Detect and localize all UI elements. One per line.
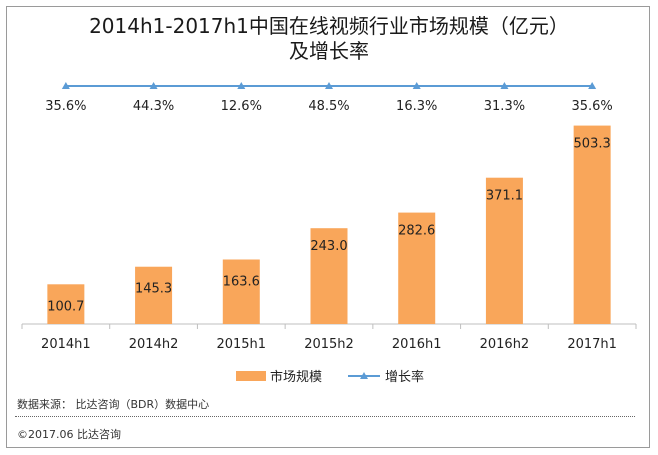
legend-bar-label: 市场规模 [270, 369, 322, 385]
legend-bar-swatch [236, 371, 266, 381]
legend-line-marker [360, 372, 368, 379]
bar-value-label-2014h1: 100.7 [47, 299, 84, 314]
bar-value-label-2014h2: 145.3 [135, 282, 172, 297]
x-tick-label-2017h1: 2017h1 [567, 337, 617, 352]
bar-2017h1 [573, 125, 611, 325]
growth-rate-label-2016h2: 31.3% [484, 99, 525, 114]
growth-rate-label-2014h2: 44.3% [133, 99, 174, 114]
bar-2016h2 [485, 177, 523, 324]
growth-rate-point-2015h1 [237, 82, 246, 89]
growth-rate-label-2014h1: 35.6% [45, 99, 86, 114]
chart-frame [6, 6, 650, 448]
bar-value-label-2016h2: 371.1 [486, 189, 523, 204]
growth-rate-label-2017h1: 35.6% [571, 99, 612, 114]
growth-rate-point-2014h1 [61, 82, 70, 89]
bar-value-label-2015h1: 163.6 [223, 275, 260, 290]
chart-title: 2014h1-2017h1中国在线视频行业市场规模（亿元） 及增长率 [0, 14, 658, 64]
chart-title-line2: 及增长率 [289, 39, 369, 63]
x-tick-label-2014h1: 2014h1 [41, 337, 91, 352]
x-tick-label-2016h2: 2016h2 [480, 337, 530, 352]
data-source-note: 数据来源： 比达咨询（BDR）数据中心 [17, 398, 210, 411]
x-tick-label-2015h1: 2015h1 [216, 337, 266, 352]
growth-rate-point-2016h2 [500, 82, 509, 89]
chart-title-line1: 2014h1-2017h1中国在线视频行业市场规模（亿元） [89, 14, 569, 38]
growth-rate-label-2016h1: 16.3% [396, 99, 437, 114]
x-tick-label-2016h1: 2016h1 [392, 337, 442, 352]
growth-rate-point-2014h2 [149, 82, 158, 89]
growth-rate-point-2015h2 [325, 82, 333, 89]
footer-divider [15, 416, 635, 417]
copyright-note: ©2017.06 比达咨询 [17, 428, 121, 441]
bar-value-label-2016h1: 282.6 [398, 224, 435, 239]
x-tick-label-2014h2: 2014h2 [129, 337, 179, 352]
bar-2015h2 [310, 228, 348, 324]
bar-2015h1 [222, 259, 260, 324]
growth-rate-label-2015h2: 48.5% [308, 99, 349, 114]
bar-value-label-2017h1: 503.3 [574, 137, 611, 152]
legend-line-label: 增长率 [385, 369, 424, 385]
bar-2016h1 [398, 212, 436, 324]
bar-value-label-2015h2: 243.0 [310, 239, 347, 254]
growth-rate-point-2017h1 [588, 82, 597, 89]
x-tick-label-2015h2: 2015h2 [304, 337, 354, 352]
growth-rate-label-2015h1: 12.6% [221, 99, 262, 114]
growth-rate-point-2016h1 [412, 82, 421, 89]
bar-2014h2 [135, 266, 173, 324]
bar-2014h1 [47, 284, 85, 324]
